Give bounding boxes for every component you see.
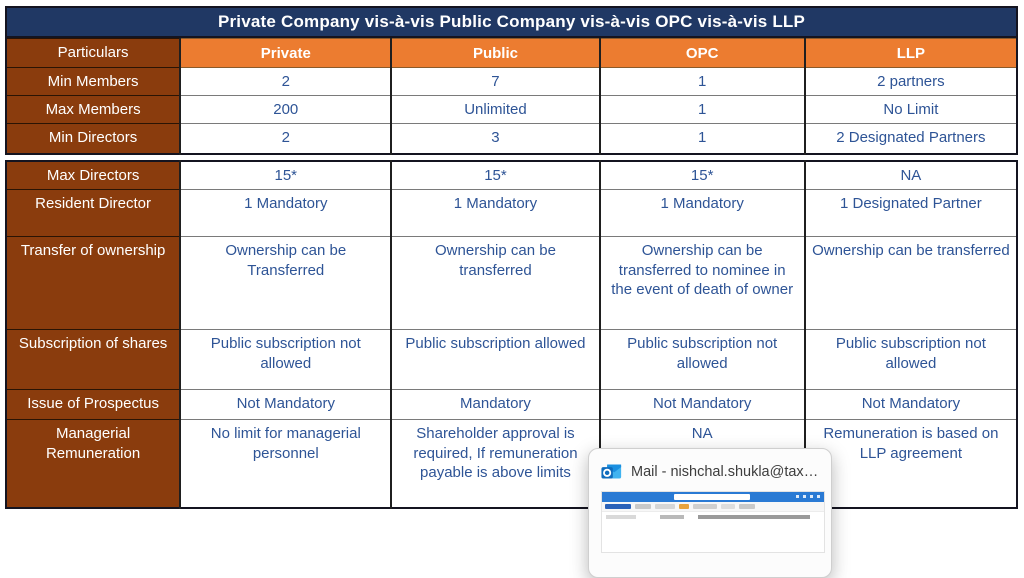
- table-row: Min Members 2 7 1 2 partners: [4, 67, 1018, 96]
- row-label: Min Directors: [4, 123, 181, 154]
- comparison-table: Private Company vis-à-vis Public Company…: [4, 6, 1018, 509]
- table-row: Min Directors 2 3 1 2 Designated Partner…: [4, 123, 1018, 154]
- table-row: Resident Director 1 Mandatory 1 Mandator…: [4, 189, 1018, 237]
- table-row: Max Members 200 Unlimited 1 No Limit: [4, 95, 1018, 124]
- table-split-gap: [5, 154, 1018, 160]
- table-cell: Ownership can be Transferred: [179, 236, 392, 330]
- table-cell: Remuneration is based on LLP agreement: [803, 419, 1018, 508]
- thumbnail-ribbon: [602, 502, 824, 512]
- thumbnail-content: [602, 512, 824, 552]
- row-label: Max Members: [4, 95, 181, 124]
- row-label: Subscription of shares: [4, 329, 181, 390]
- table-cell: No Limit: [803, 95, 1018, 124]
- table-cell: Ownership can be transferred: [390, 236, 601, 330]
- column-header-particulars: Particulars: [4, 38, 181, 68]
- row-label: Min Members: [4, 67, 181, 96]
- table-cell: Ownership can be transferred: [803, 236, 1018, 330]
- table-cell: 2: [179, 123, 392, 154]
- thumbnail-titlebar: [602, 492, 824, 502]
- thumbnail-search-box: [674, 494, 750, 500]
- table-cell: Ownership can be transferred to nominee …: [598, 236, 806, 330]
- column-header-private: Private: [179, 38, 392, 68]
- table-section-top: Particulars Private Public OPC LLP Min M…: [4, 38, 1018, 155]
- table-cell: Shareholder approval is required, If rem…: [390, 419, 601, 508]
- table-row: Managerial Remuneration No limit for man…: [4, 419, 1018, 508]
- table-cell: Public subscription not allowed: [179, 329, 392, 390]
- table-cell: Mandatory: [390, 389, 601, 420]
- table-title: Private Company vis-à-vis Public Company…: [5, 6, 1018, 38]
- taskbar-preview-popup[interactable]: Mail - nishchal.shukla@taxmann…: [588, 448, 832, 578]
- mail-window-thumbnail[interactable]: [601, 491, 825, 553]
- table-cell: Not Mandatory: [803, 389, 1018, 420]
- preview-window-title: Mail - nishchal.shukla@taxmann…: [631, 463, 822, 480]
- table-cell: 2 Designated Partners: [803, 123, 1018, 154]
- row-label: Transfer of ownership: [4, 236, 181, 330]
- table-cell: 1: [598, 95, 806, 124]
- table-cell: 2: [179, 67, 392, 96]
- thumbnail-titlebar-icons: [796, 495, 820, 498]
- table-cell: 2 partners: [803, 67, 1018, 96]
- table-cell: NA: [803, 160, 1018, 190]
- table-cell: Public subscription allowed: [390, 329, 601, 390]
- header-row: Particulars Private Public OPC LLP: [4, 38, 1018, 68]
- table-cell: 1: [598, 123, 806, 154]
- table-cell: No limit for managerial personnel: [179, 419, 392, 508]
- table-cell: 15*: [179, 160, 392, 190]
- preview-header: Mail - nishchal.shukla@taxmann…: [601, 461, 822, 482]
- outlook-icon: [601, 464, 622, 479]
- table-cell: 200: [179, 95, 392, 124]
- table-cell: 1 Mandatory: [179, 189, 392, 237]
- table-cell: 15*: [390, 160, 601, 190]
- table-cell: 1 Mandatory: [598, 189, 806, 237]
- table-cell: 3: [390, 123, 601, 154]
- table-cell: Not Mandatory: [179, 389, 392, 420]
- table-cell: Unlimited: [390, 95, 601, 124]
- table-cell: 1 Designated Partner: [803, 189, 1018, 237]
- table-row: Max Directors 15* 15* 15* NA: [4, 160, 1018, 190]
- table-row: Subscription of shares Public subscripti…: [4, 329, 1018, 390]
- table-cell: 1 Mandatory: [390, 189, 601, 237]
- table-cell: 15*: [598, 160, 806, 190]
- table-cell: Not Mandatory: [598, 389, 806, 420]
- row-label: Issue of Prospectus: [4, 389, 181, 420]
- table-cell: 7: [390, 67, 601, 96]
- table-cell: Public subscription not allowed: [803, 329, 1018, 390]
- column-header-llp: LLP: [803, 38, 1018, 68]
- row-label: Max Directors: [4, 160, 181, 190]
- row-label: Managerial Remuneration: [4, 419, 181, 508]
- column-header-public: Public: [390, 38, 601, 68]
- table-cell: 1: [598, 67, 806, 96]
- table-section-bottom: Max Directors 15* 15* 15* NA Resident Di…: [4, 159, 1018, 509]
- table-row: Transfer of ownership Ownership can be T…: [4, 236, 1018, 330]
- table-cell: Public subscription not allowed: [598, 329, 806, 390]
- column-header-opc: OPC: [598, 38, 806, 68]
- row-label: Resident Director: [4, 189, 181, 237]
- table-row: Issue of Prospectus Not Mandatory Mandat…: [4, 389, 1018, 420]
